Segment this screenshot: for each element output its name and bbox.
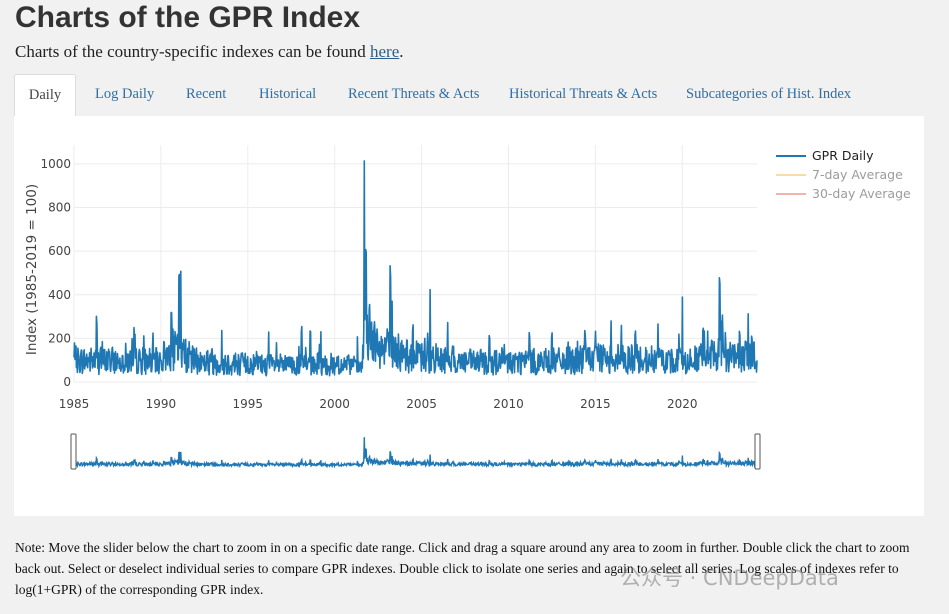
tab-daily[interactable]: Daily	[14, 74, 76, 117]
legend-label: 7-day Average	[812, 167, 903, 182]
x-tick-label: 2010	[493, 397, 524, 411]
chart-legend: GPR Daily 7-day Average 30-day Average	[776, 146, 911, 203]
legend-label: 30-day Average	[812, 186, 911, 201]
x-tick-label: 2020	[667, 397, 698, 411]
page-title: Charts of the GPR Index	[15, 1, 361, 34]
chart-panel: 0 200 400 600 800 1000 1985 1990 1995 2000 2005 201…	[14, 116, 924, 516]
y-tick-label: 400	[48, 288, 71, 302]
legend-item-7-day-average[interactable]: 7-day Average	[776, 165, 911, 184]
legend-label: GPR Daily	[812, 148, 874, 163]
range-slider-left-handle[interactable]	[70, 433, 77, 470]
x-tick-label: 1985	[59, 397, 90, 411]
tab-subcategories-hist-index[interactable]: Subcategories of Hist. Index	[686, 86, 852, 102]
tab-recent[interactable]: Recent	[186, 86, 227, 102]
subtitle-text: Charts of the country-specific indexes c…	[15, 42, 370, 61]
range-slider-right-handle[interactable]	[754, 433, 761, 470]
legend-swatch-gpr-daily	[776, 155, 806, 157]
y-tick-label: 800	[48, 201, 71, 215]
legend-swatch-7-day-average	[776, 174, 806, 176]
tab-recent-threats-acts[interactable]: Recent Threats & Acts	[348, 86, 480, 102]
y-tick-label: 600	[48, 244, 71, 258]
page-subtitle: Charts of the country-specific indexes c…	[15, 42, 404, 62]
here-link[interactable]: here	[370, 42, 400, 61]
legend-item-gpr-daily[interactable]: GPR Daily	[776, 146, 911, 165]
x-tick-label: 2005	[406, 397, 437, 411]
subtitle-suffix: .	[399, 42, 404, 61]
y-tick-label: 200	[48, 331, 71, 345]
y-tick-label: 0	[63, 375, 71, 389]
legend-swatch-30-day-average	[776, 193, 806, 195]
x-tick-label: 2000	[319, 397, 350, 411]
tab-historical[interactable]: Historical	[259, 86, 317, 102]
y-tick-label: 1000	[40, 157, 71, 171]
tab-log-daily[interactable]: Log Daily	[95, 86, 155, 102]
tab-historical-threats-acts[interactable]: Historical Threats & Acts	[509, 86, 658, 102]
chart-note: Note: Move the slider below the chart to…	[15, 540, 910, 597]
x-tick-label: 1990	[146, 397, 177, 411]
chart-tabs: Daily Log Daily Recent Historical Recent…	[14, 74, 924, 117]
watermark: 公众号 · CNDeepData	[620, 566, 839, 590]
x-tick-label: 2015	[580, 397, 611, 411]
series-line-gpr-daily	[73, 160, 758, 377]
gpr-daily-chart[interactable]: 0 200 400 600 800 1000 1985 1990 1995 2000 2005 201…	[14, 116, 924, 516]
x-tick-label: 1995	[233, 397, 264, 411]
legend-item-30-day-average[interactable]: 30-day Average	[776, 184, 911, 203]
y-axis-label: Index (1985-2019 = 100)	[24, 184, 40, 355]
range-slider-series	[73, 437, 758, 469]
